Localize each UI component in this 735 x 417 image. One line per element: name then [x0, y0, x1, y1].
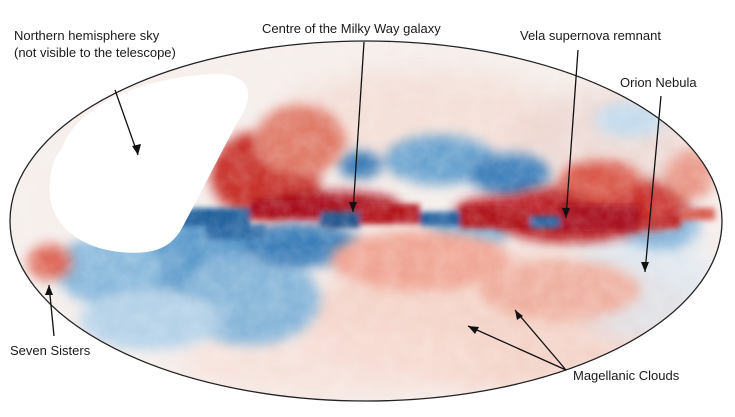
label-northern-sky-line2: (not visible to the telescope) [14, 45, 176, 60]
label-northern-sky-line1: Northern hemisphere sky [14, 28, 160, 43]
label-northern-sky: Northern hemisphere sky (not visible to … [14, 27, 176, 61]
arrowhead-magellanic-2 [515, 310, 523, 320]
pointer-magellanic-1 [467, 325, 567, 371]
arrowhead-galactic-centre [349, 202, 357, 212]
arrowhead-vela [562, 208, 570, 218]
sky-map-outline [9, 40, 723, 402]
label-vela: Vela supernova remnant [520, 28, 661, 43]
pointer-magellanic-2 [514, 309, 567, 371]
arrowhead-seven-sisters [45, 285, 53, 295]
arrowhead-orion [641, 262, 649, 272]
pointer-orion [644, 95, 662, 273]
pointer-vela [565, 49, 579, 219]
arrowhead-northern-sky [132, 144, 141, 155]
label-orion: Orion Nebula [620, 75, 697, 90]
masked-northern-sky [49, 73, 249, 253]
arrowhead-magellanic-1 [468, 326, 479, 334]
label-galactic-centre: Centre of the Milky Way galaxy [262, 21, 441, 36]
label-seven-sisters: Seven Sisters [10, 343, 91, 358]
label-magellanic-clouds: Magellanic Clouds [573, 368, 680, 383]
pointer-northern-sky [114, 89, 139, 156]
pointer-galactic-centre [352, 41, 365, 213]
